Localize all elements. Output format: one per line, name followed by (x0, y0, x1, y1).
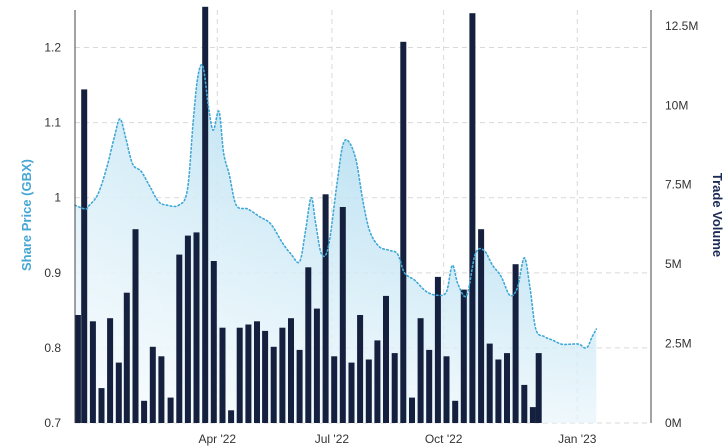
right-axis-ticks: 0M 2.5M 5M 7.5M 10M 12.5M (665, 19, 698, 430)
y-right-tick-label: 0M (665, 416, 682, 430)
price-series-line (74, 63, 598, 349)
volume-bar (98, 388, 105, 423)
volume-bar (245, 324, 252, 423)
axes (74, 10, 652, 423)
x-axis-ticks: Apr '22 Jul '22 Oct '22 Jan '23 (198, 432, 596, 446)
y-right-tick-label: 2.5M (665, 337, 692, 351)
volume-bar (141, 400, 148, 423)
volume-bar (434, 276, 441, 423)
volume-bar (409, 397, 415, 423)
volume-bar (495, 359, 502, 423)
volume-bar (443, 356, 450, 423)
volume-bar (74, 315, 81, 423)
y-right-tick-label: 10M (665, 98, 688, 112)
volume-bar (296, 349, 303, 423)
volume-bar (469, 13, 476, 423)
volume-bar (210, 261, 217, 423)
x-tick-label: Jul '22 (315, 432, 350, 446)
x-tick-label: Jan '23 (558, 432, 597, 446)
volume-bar (219, 327, 226, 423)
volume-bar (313, 308, 320, 423)
volume-bar (107, 318, 114, 423)
y-left-tick-label: 0.9 (44, 266, 61, 280)
volume-bar (383, 295, 389, 423)
volume-bar (132, 229, 139, 423)
volume-bar (236, 327, 243, 423)
volume-bar (512, 264, 519, 423)
volume-bar (417, 318, 424, 423)
volume-bar (202, 6, 209, 424)
volume-bar (176, 254, 183, 423)
y-left-tick-label: 0.8 (44, 341, 61, 355)
volume-bar (89, 321, 96, 423)
volume-bar (535, 353, 542, 423)
volume-bar (149, 346, 156, 423)
left-axis-ticks: 0.7 0.8 0.9 1 1.1 1.2 (44, 41, 61, 430)
volume-bar (331, 356, 338, 423)
volume-bar (521, 384, 528, 423)
y-left-axis-title: Share Price (GBX) (19, 159, 34, 271)
volume-bar (184, 235, 191, 423)
y-right-axis-title: Trade Volume (710, 173, 725, 257)
y-right-tick-label: 7.5M (665, 178, 692, 192)
volume-bar (460, 289, 467, 423)
volume-bar (167, 397, 174, 423)
volume-bar (374, 340, 381, 423)
y-left-tick-label: 1.1 (44, 116, 61, 130)
volume-bar (228, 410, 235, 423)
volume-bar (452, 400, 459, 423)
volume-bar (254, 321, 260, 423)
x-tick-label: Oct '22 (425, 432, 463, 446)
volume-bar (270, 346, 277, 423)
y-right-tick-label: 5M (665, 257, 682, 271)
y-left-tick-label: 1.2 (44, 41, 61, 55)
volume-bar (339, 207, 346, 423)
volume-bar (426, 349, 433, 423)
x-tick-label: Apr '22 (198, 432, 236, 446)
y-right-tick-label: 12.5M (665, 19, 698, 33)
price-line (74, 63, 598, 349)
volume-bar (357, 315, 364, 423)
volume-bar (391, 353, 398, 423)
y-left-tick-label: 1 (54, 191, 61, 205)
volume-bar (158, 356, 165, 423)
volume-bar (486, 343, 493, 423)
volume-bar (305, 267, 312, 423)
volume-bar (193, 232, 200, 423)
y-left-tick-label: 0.7 (44, 416, 61, 430)
volume-bar (478, 229, 485, 423)
volume-bar (529, 407, 536, 423)
volume-bar (279, 327, 286, 423)
volume-bar (504, 353, 510, 423)
volume-bar (348, 362, 355, 423)
volume-bar (81, 89, 88, 424)
volume-bar (115, 362, 122, 423)
volume-bar (262, 330, 269, 423)
volume-bar (123, 292, 130, 423)
volume-bar (288, 318, 294, 423)
volume-bar (400, 41, 407, 424)
volume-bar (322, 194, 329, 423)
volume-bars (74, 6, 542, 424)
volume-bar (365, 359, 372, 423)
